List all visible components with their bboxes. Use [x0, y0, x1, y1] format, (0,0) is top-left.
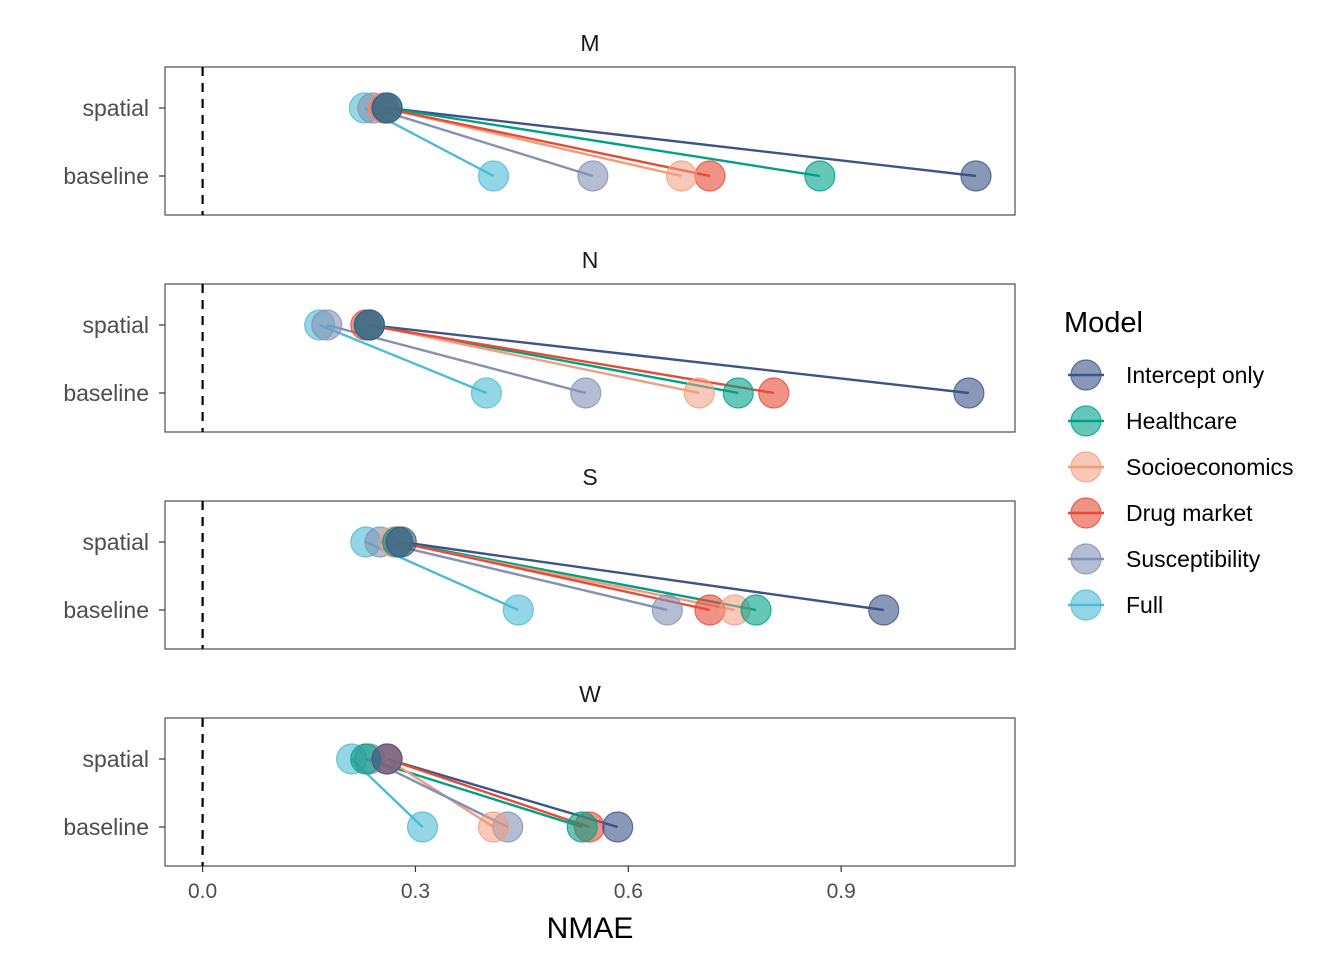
legend-item: Healthcare: [1068, 405, 1237, 437]
legend-label: Healthcare: [1126, 408, 1237, 434]
point-baseline: [868, 594, 900, 626]
connector-line: [372, 106, 594, 178]
panels-group: MspatialbaselineNspatialbaselineSspatial…: [63, 30, 1016, 867]
y-tick-label-baseline: baseline: [63, 814, 149, 840]
point-baseline: [566, 811, 598, 843]
point-baseline: [477, 811, 510, 843]
connector-line: [369, 323, 700, 395]
connector-line: [379, 540, 668, 612]
y-tick-label-baseline: baseline: [63, 380, 149, 406]
x-tick-label: 0.9: [827, 880, 856, 903]
legend-label: Socioeconomics: [1126, 454, 1293, 480]
point-baseline: [570, 377, 602, 409]
point-baseline: [406, 811, 439, 843]
x-tick-label: 0.3: [401, 880, 430, 903]
panel-border: [164, 283, 1016, 433]
point-spatial: [353, 309, 385, 341]
point-baseline: [577, 160, 609, 192]
legend-title: Model: [1064, 307, 1143, 339]
y-tick-label-spatial: spatial: [83, 95, 149, 121]
connector-line: [369, 323, 970, 395]
point-baseline: [953, 377, 985, 409]
y-tick-label-spatial: spatial: [83, 746, 149, 772]
legend: Model Intercept only Healthcare Socioecono…: [1064, 307, 1293, 621]
legend-item: Drug market: [1068, 497, 1253, 529]
connector-line: [401, 540, 884, 612]
point-baseline: [665, 160, 698, 192]
panel-border: [164, 717, 1016, 867]
facet-label: N: [582, 247, 599, 273]
legend-label: Drug market: [1126, 500, 1253, 526]
y-tick-label-spatial: spatial: [83, 312, 149, 338]
point-baseline: [694, 160, 726, 192]
x-axis: 0.0 0.3 0.6 0.9: [188, 866, 856, 903]
connector-line: [319, 323, 487, 395]
legend-item: Susceptibility: [1068, 543, 1261, 575]
legend-item: Socioeconomics: [1068, 451, 1293, 483]
connector-line: [397, 540, 757, 612]
connector-line: [383, 106, 711, 178]
point-spatial: [385, 526, 417, 558]
facet-label: S: [582, 464, 597, 490]
y-tick-label-baseline: baseline: [63, 597, 149, 623]
x-tick-label: 0.0: [188, 880, 217, 903]
x-axis-title: NMAE: [547, 912, 634, 945]
point-baseline: [502, 594, 534, 626]
connector-line: [386, 106, 977, 178]
legend-item: Full: [1068, 589, 1163, 621]
point-baseline: [804, 160, 836, 192]
connector-line: [365, 757, 583, 829]
connector-line: [386, 106, 821, 178]
point-baseline: [960, 160, 992, 192]
facet-label: W: [579, 681, 601, 707]
point-baseline: [602, 811, 634, 843]
point-spatial: [371, 92, 403, 124]
point-baseline: [683, 377, 715, 409]
x-tick-label: 0.6: [614, 880, 643, 903]
y-tick-label-spatial: spatial: [83, 529, 149, 555]
point-baseline: [470, 377, 503, 409]
point-baseline: [740, 594, 772, 626]
facet-label: M: [580, 30, 599, 56]
point-baseline: [651, 594, 683, 626]
panel-border: [164, 500, 1016, 650]
legend-label: Intercept only: [1126, 362, 1265, 388]
legend-label: Susceptibility: [1126, 546, 1261, 572]
point-baseline: [758, 377, 790, 409]
point-baseline: [477, 160, 510, 192]
legend-label: Full: [1126, 592, 1163, 618]
connector-line: [386, 757, 590, 829]
point-baseline: [722, 377, 754, 409]
legend-item: Intercept only: [1068, 359, 1265, 391]
y-tick-label-baseline: baseline: [63, 163, 149, 189]
point-spatial: [311, 309, 343, 341]
point-spatial: [371, 743, 403, 775]
